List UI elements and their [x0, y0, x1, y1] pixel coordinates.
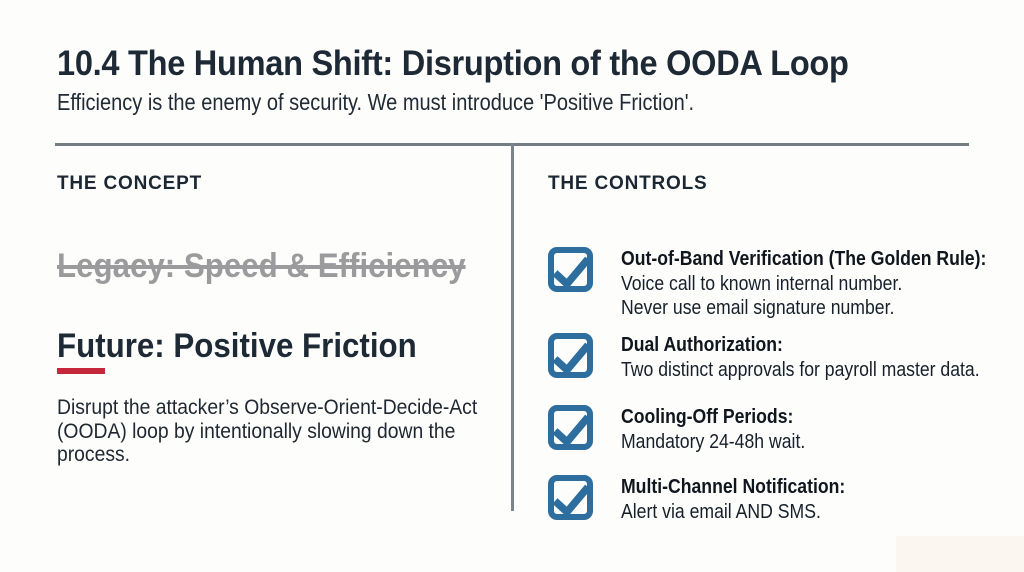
- control-item: Cooling-Off Periods: Mandatory 24-48h wa…: [548, 405, 1018, 460]
- page-title: 10.4 The Human Shift: Disruption of the …: [57, 44, 849, 83]
- concept-paragraph: Disrupt the attacker’s Observe-Orient-De…: [57, 396, 477, 467]
- control-item: Multi-Channel Notification: Alert via em…: [548, 475, 1018, 530]
- control-title: Out-of-Band Verification (The Golden Rul…: [621, 247, 987, 270]
- page-subtitle: Efficiency is the enemy of security. We …: [57, 89, 695, 115]
- check-mark-icon: [552, 484, 591, 518]
- concept-heading: THE CONCEPT: [57, 173, 202, 194]
- checkbox-icon: [548, 333, 593, 378]
- legacy-strikethrough-text: Legacy: Speed & Efficiency: [57, 247, 466, 285]
- check-mark-icon: [552, 342, 591, 376]
- future-heading: Future: Positive Friction: [57, 327, 417, 365]
- column-divider: [511, 143, 514, 511]
- control-title: Cooling-Off Periods:: [621, 405, 794, 428]
- watermark-patch: [896, 536, 1024, 572]
- control-title: Multi-Channel Notification:: [621, 475, 846, 498]
- checkbox-icon: [548, 247, 593, 292]
- checkbox-icon: [548, 405, 593, 450]
- control-line: Alert via email AND SMS.: [621, 499, 821, 523]
- check-mark-icon: [552, 414, 591, 448]
- control-item: Out-of-Band Verification (The Golden Rul…: [548, 247, 1018, 327]
- check-mark-icon: [552, 256, 591, 290]
- control-line: Voice call to known internal number.: [621, 271, 903, 295]
- concept-paragraph-line: process.: [57, 443, 131, 466]
- accent-underline: [57, 368, 105, 374]
- checkbox-icon: [548, 475, 593, 520]
- control-item: Dual Authorization: Two distinct approva…: [548, 333, 1018, 388]
- controls-heading: THE CONTROLS: [548, 173, 708, 194]
- control-line: Two distinct approvals for payroll maste…: [621, 357, 980, 381]
- control-line: Mandatory 24-48h wait.: [621, 429, 806, 453]
- control-line: Never use email signature number.: [621, 296, 895, 319]
- concept-paragraph-line: (OODA) loop by intentionally slowing dow…: [57, 419, 456, 443]
- concept-paragraph-line: Disrupt the attacker’s Observe-Orient-De…: [57, 396, 478, 419]
- control-title: Dual Authorization:: [621, 333, 783, 356]
